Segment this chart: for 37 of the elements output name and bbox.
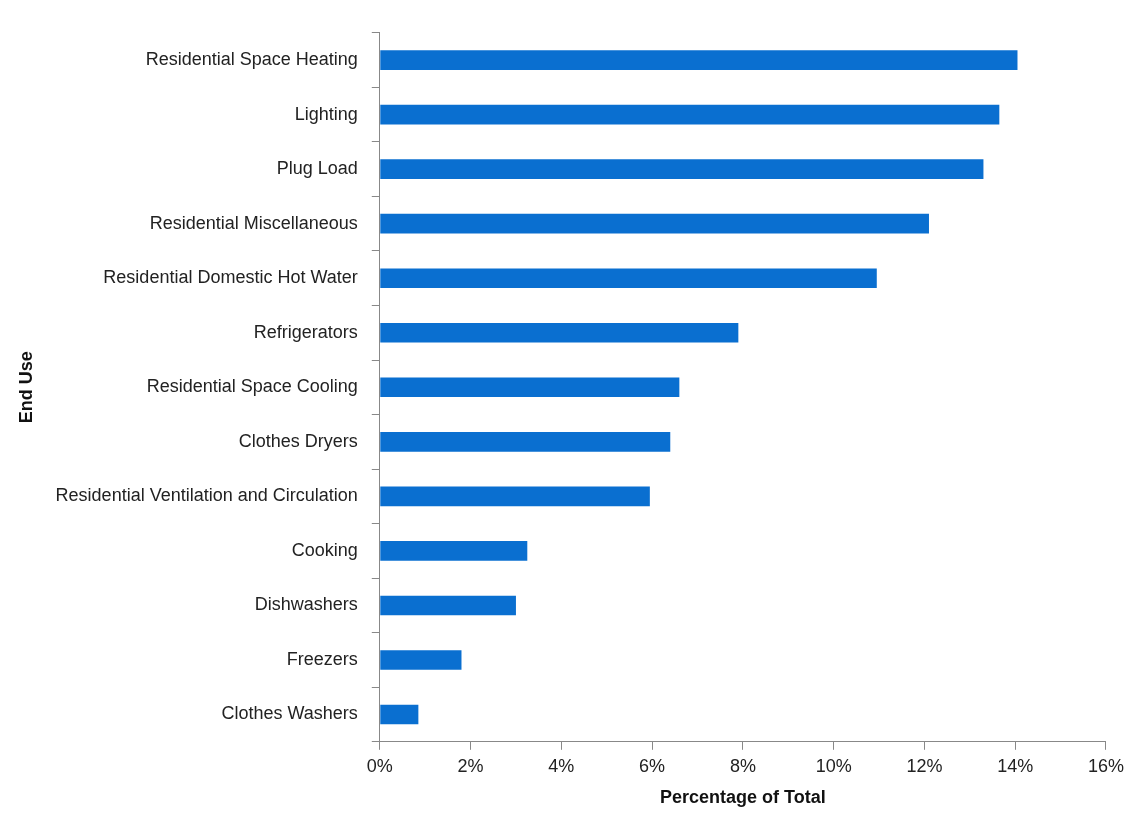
bar	[380, 159, 984, 179]
y-tick-label: Clothes Washers	[221, 703, 358, 724]
bar	[380, 104, 1000, 125]
y-tick-label: Clothes Dryers	[238, 430, 358, 451]
x-tick-label: 16%	[1087, 755, 1124, 776]
x-axis-title: Percentage of Total	[660, 787, 826, 808]
x-tick-label: 10%	[815, 755, 852, 776]
y-tick-label: Dishwashers	[254, 594, 358, 615]
x-tick-label: 12%	[906, 755, 943, 776]
y-tick-label: Residential Miscellaneous	[149, 212, 358, 233]
bar	[380, 50, 1018, 70]
y-tick-label: Residential Ventilation and Circulation	[55, 485, 358, 506]
x-tick-label: 6%	[639, 755, 666, 776]
bar	[380, 541, 528, 561]
x-tick-label: 14%	[997, 755, 1034, 776]
bar	[380, 432, 671, 452]
bar	[380, 377, 680, 398]
y-tick-label: Refrigerators	[253, 321, 358, 342]
bar	[380, 486, 650, 507]
x-tick-label: 0%	[366, 755, 393, 776]
bar	[380, 268, 877, 289]
x-tick-label: 4%	[548, 755, 575, 776]
y-tick-label: Freezers	[286, 648, 358, 669]
y-tick-label: Cooking	[291, 539, 358, 560]
bar	[380, 704, 419, 725]
y-tick-label: Lighting	[294, 103, 358, 124]
y-tick-label: Plug Load	[276, 158, 358, 179]
x-tick-label: 8%	[729, 755, 756, 776]
y-tick-label: Residential Space Cooling	[146, 376, 358, 397]
y-tick-label: Residential Space Heating	[145, 49, 358, 70]
x-tick-label: 2%	[457, 755, 484, 776]
bar	[380, 322, 739, 343]
y-axis-title: End Use	[15, 351, 36, 424]
bar	[380, 650, 462, 670]
bar	[380, 213, 929, 234]
y-tick-label: Residential Domestic Hot Water	[103, 267, 358, 288]
bar	[380, 595, 516, 616]
